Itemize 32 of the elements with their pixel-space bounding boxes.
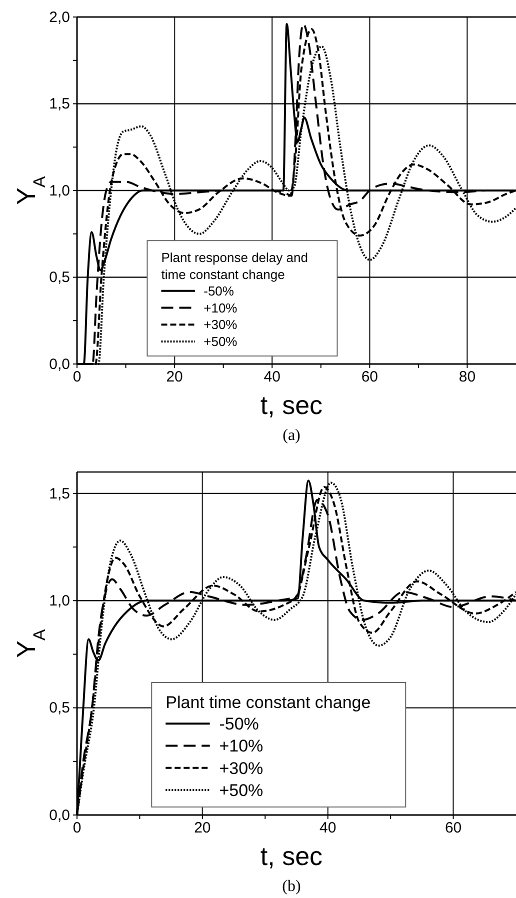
- x-tick-label: 0: [72, 368, 82, 386]
- legend-title: Plant response delay and time constant change: [161, 250, 308, 282]
- y-tick-label: 1,5: [49, 485, 70, 502]
- x-tick-label: 60: [444, 820, 462, 837]
- text: (b): [282, 878, 301, 895]
- x-tick-label: 20: [166, 368, 183, 386]
- x-axis-title: t, sec: [260, 390, 323, 420]
- x-tick-label: 40: [264, 368, 280, 386]
- y-tick-label: 1,5: [49, 96, 70, 113]
- x-tick-label: 20: [194, 820, 211, 837]
- x-axis-title: t, sec: [260, 841, 323, 871]
- legend-label: -50%: [204, 283, 234, 298]
- text: (a): [282, 427, 300, 444]
- legend-label: +50%: [204, 334, 238, 350]
- legend-label: +10%: [219, 736, 264, 756]
- x-tick-label: 60: [361, 368, 378, 386]
- legend-title: Plant time constant change: [166, 693, 371, 712]
- legend-label: +50%: [219, 780, 264, 800]
- x-tick-label: 80: [458, 368, 476, 386]
- y-tick-label: 1,0: [49, 182, 70, 200]
- x-tick-label: 40: [320, 820, 336, 837]
- y-tick-label: 0,5: [49, 269, 70, 286]
- x-tick-label: 0: [72, 820, 82, 837]
- y-tick-label: 1,0: [49, 592, 70, 610]
- legend-label: +10%: [204, 300, 238, 316]
- legend-label: -50%: [219, 714, 259, 734]
- y-tick-label: 0,5: [49, 700, 70, 717]
- y-tick-label: 0,0: [49, 356, 70, 373]
- legend-label: +30%: [219, 758, 264, 778]
- y-tick-label: 0,0: [49, 806, 70, 824]
- legend-label: +30%: [204, 317, 238, 332]
- y-tick-label: 2,0: [49, 8, 70, 26]
